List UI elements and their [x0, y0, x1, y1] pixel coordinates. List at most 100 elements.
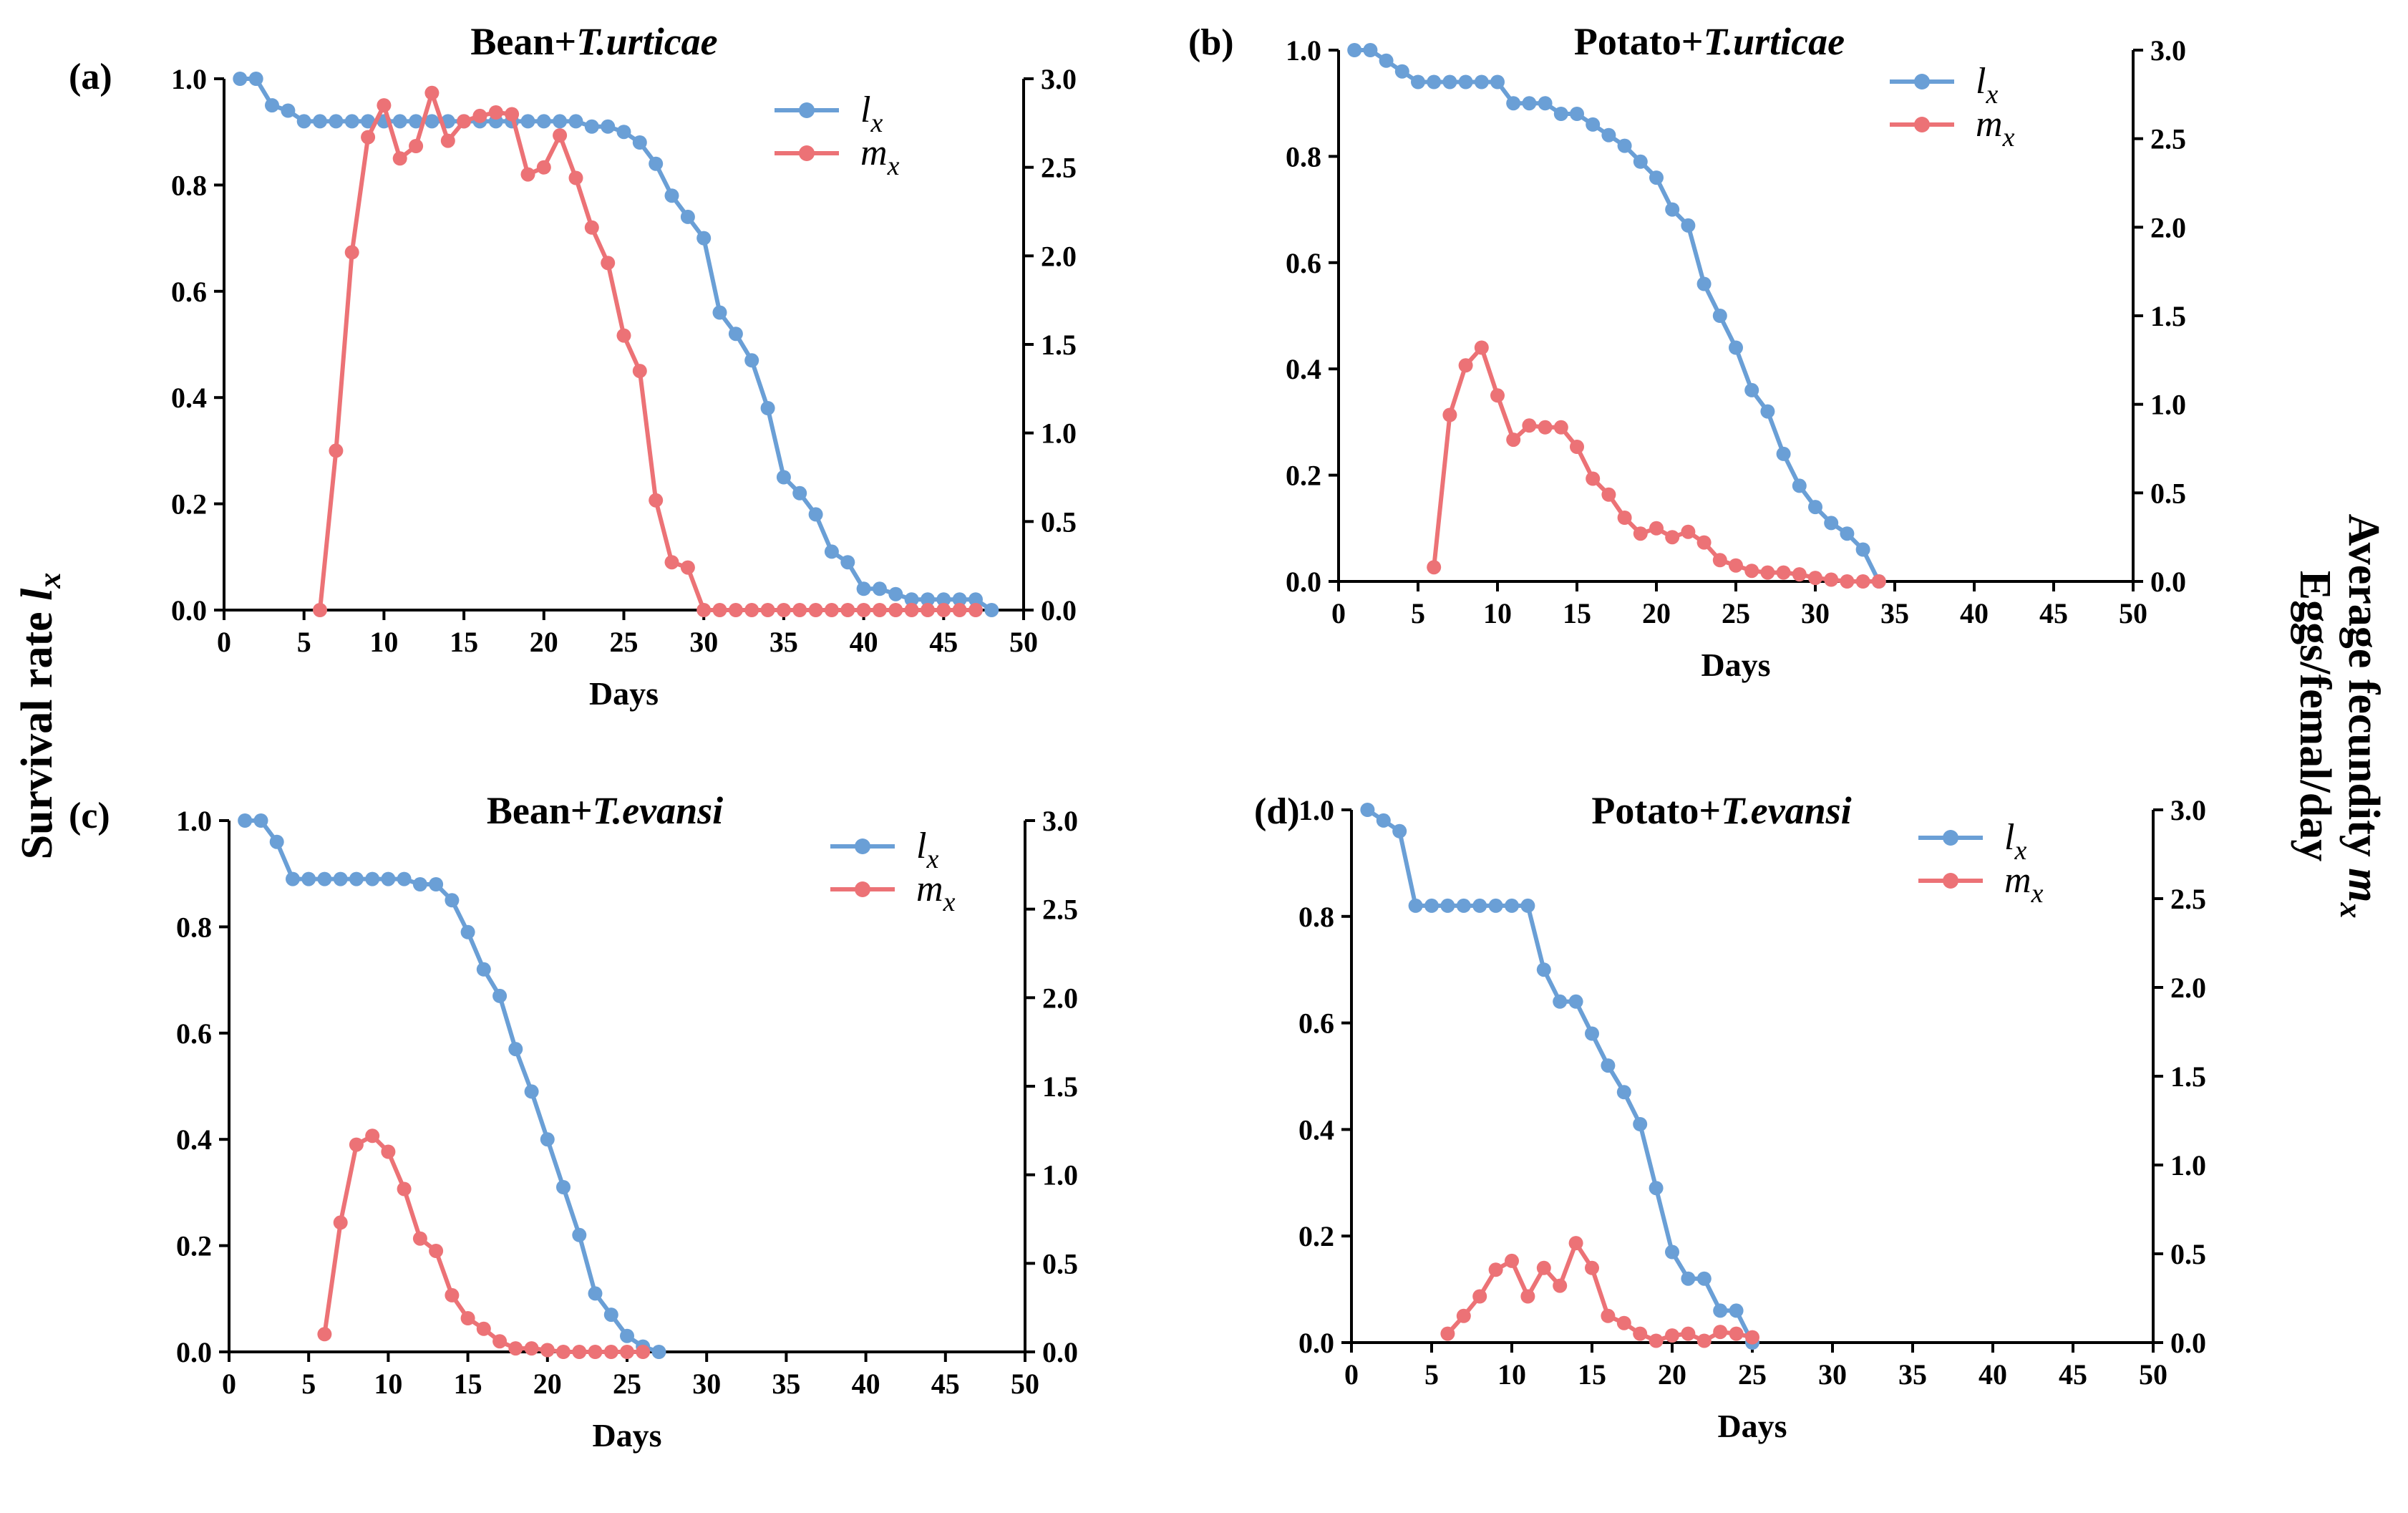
data-point-mx: [636, 1345, 651, 1359]
data-point-mx: [1840, 574, 1855, 589]
data-point-mx: [1617, 511, 1632, 525]
legend-entry-lx: lx: [830, 826, 938, 874]
data-point-lx: [952, 592, 967, 607]
right-y-tick-label: 1.0: [1041, 417, 1077, 450]
data-point-mx: [712, 603, 727, 617]
panel-title: Bean+T.urticae: [470, 20, 717, 63]
left-y-tick-label: 0.2: [176, 1230, 212, 1262]
data-point-lx: [1553, 107, 1568, 121]
data-point-mx: [792, 603, 807, 617]
x-tick-label: 20: [1658, 1358, 1686, 1391]
right-y-tick-label: 1.5: [1042, 1070, 1078, 1103]
panel-d: 0 5 10 15 20 25 30 35 40 45 50 Days 0.0 0.2 0.4 0.6 0.8 1…: [1254, 789, 2206, 1444]
legend-swatch-marker: [799, 145, 815, 161]
data-point-lx: [872, 581, 887, 596]
x-tick-label: 30: [1801, 597, 1830, 629]
x-tick-label: 40: [1960, 597, 1989, 629]
data-point-lx: [1458, 74, 1473, 90]
panels: 0 5 10 15 20 25 30 35 40 45 50Days0.00.20.40.60.81…: [69, 20, 2206, 1454]
data-point-mx: [540, 1343, 555, 1358]
right-y-tick-label: 2.5: [2170, 883, 2206, 915]
right-y-tick-label: 1.0: [2170, 1149, 2206, 1181]
data-point-lx: [409, 114, 424, 129]
data-point-lx: [712, 305, 727, 320]
data-point-lx: [540, 1132, 555, 1147]
data-point-mx: [584, 220, 599, 235]
data-point-lx: [888, 586, 903, 601]
data-point-mx: [412, 1231, 427, 1246]
data-point-mx: [1522, 418, 1537, 433]
data-point-lx: [1713, 1303, 1728, 1318]
x-tick-label: 45: [931, 1368, 960, 1400]
right-axis-label-secondary: Eggs/femal/day: [2291, 571, 2339, 861]
right-y-tick-label: 1.0: [2150, 389, 2186, 421]
legend-swatch-marker: [1943, 830, 1958, 846]
x-tick-label: 30: [692, 1368, 721, 1400]
data-point-lx: [1855, 542, 1870, 557]
right-y-tick-label: 2.0: [2150, 211, 2186, 243]
data-point-mx: [1871, 574, 1886, 589]
legend-entry-lx: lx: [775, 90, 883, 138]
data-point-mx: [313, 603, 327, 617]
data-point-lx: [1649, 1181, 1664, 1196]
x-tick-label: 5: [1411, 597, 1425, 629]
data-point-mx: [1696, 1333, 1712, 1348]
data-point-mx: [1744, 564, 1759, 579]
data-point-lx: [904, 592, 919, 607]
data-point-lx: [281, 103, 296, 118]
data-point-lx: [696, 231, 712, 246]
data-point-lx: [728, 327, 743, 342]
data-point-mx: [1474, 340, 1489, 355]
data-point-lx: [1617, 138, 1632, 153]
data-point-lx: [1808, 500, 1822, 515]
data-point-mx: [381, 1144, 396, 1159]
panel-a: 0 5 10 15 20 25 30 35 40 45 50 Days 0.0 0.2 0.4 0.6 0.8 1…: [69, 20, 1077, 712]
data-point-lx: [1394, 64, 1409, 79]
data-point-lx: [840, 555, 855, 570]
data-point-mx: [553, 128, 568, 143]
data-point-mx: [1808, 571, 1822, 586]
data-point-mx: [664, 555, 679, 570]
right-y-tick-label: 0.5: [2170, 1238, 2206, 1270]
data-point-lx: [1442, 74, 1457, 90]
data-point-mx: [409, 139, 424, 153]
data-point-lx: [301, 871, 316, 886]
data-point-lx: [1474, 74, 1489, 90]
x-tick-label: 15: [1578, 1358, 1606, 1391]
data-point-mx: [1601, 1308, 1616, 1323]
panel-label: (d): [1254, 791, 1300, 832]
data-point-mx: [1855, 574, 1870, 589]
data-point-mx: [1585, 1260, 1599, 1275]
left-y-tick-label: 0.4: [1298, 1113, 1334, 1146]
data-point-lx: [397, 871, 412, 886]
data-point-mx: [397, 1181, 412, 1197]
right-y-tick-label: 2.0: [1042, 982, 1078, 1014]
data-point-lx: [361, 114, 376, 129]
data-point-lx: [492, 988, 508, 1003]
data-point-mx: [365, 1128, 380, 1144]
left-y-tick-label: 0.6: [171, 276, 207, 308]
x-tick-label: 50: [1011, 1368, 1039, 1400]
data-point-mx: [1633, 526, 1648, 541]
x-tick-label: 25: [1738, 1358, 1767, 1391]
x-tick-label: 50: [1009, 626, 1038, 658]
data-point-mx: [1568, 1236, 1583, 1251]
x-tick-label: 15: [1563, 597, 1591, 629]
data-point-lx: [921, 592, 935, 607]
data-point-mx: [460, 1311, 475, 1325]
data-point-lx: [1649, 170, 1664, 185]
data-point-mx: [1538, 420, 1553, 435]
x-tick-label: 0: [222, 1368, 236, 1400]
legend-label: lx: [1976, 61, 1998, 110]
data-point-lx: [424, 114, 440, 129]
data-point-lx: [313, 114, 327, 129]
data-point-mx: [744, 603, 759, 617]
data-point-lx: [1601, 127, 1616, 142]
legend-label: mx: [1976, 104, 2015, 153]
data-point-lx: [536, 114, 551, 129]
data-point-lx: [333, 871, 348, 886]
data-point-lx: [649, 156, 664, 171]
series-mx: [317, 1128, 651, 1359]
data-point-mx: [1505, 1253, 1519, 1268]
